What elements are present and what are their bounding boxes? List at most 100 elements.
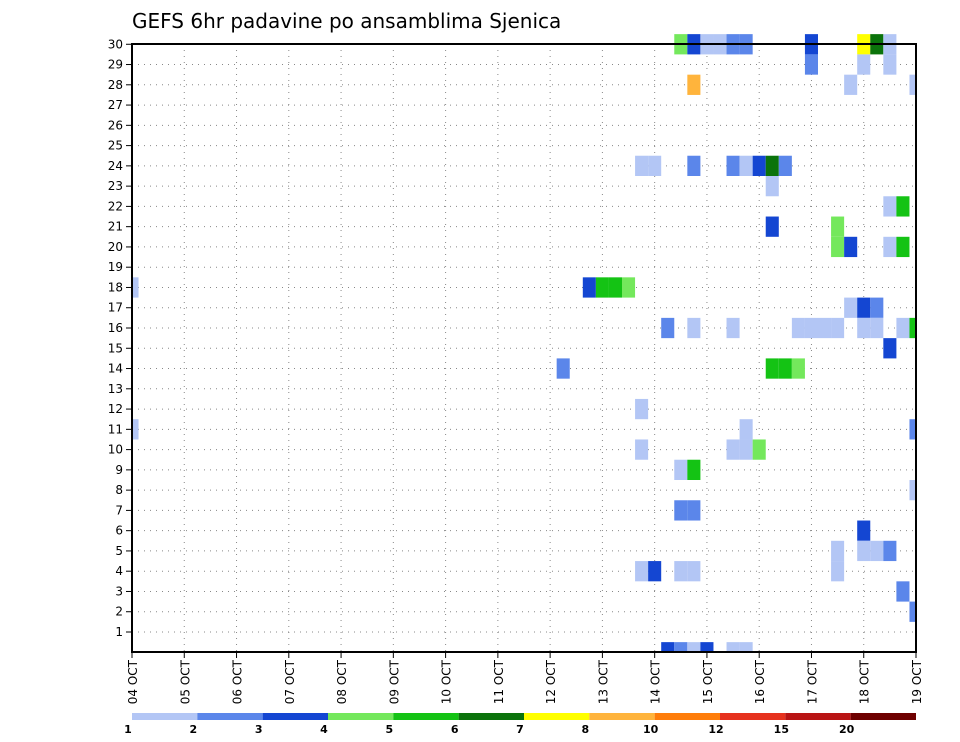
heatmap-cell <box>635 439 649 460</box>
x-tick-label: 16 OCT <box>753 659 767 704</box>
heatmap-cell <box>883 236 897 258</box>
heatmap-cell <box>687 500 701 521</box>
heatmap-cell <box>582 277 596 298</box>
heatmap-cell <box>831 317 845 339</box>
legend-swatch <box>197 713 263 720</box>
x-tick-label: 05 OCT <box>178 659 192 704</box>
heatmap-cell <box>739 439 753 460</box>
heatmap-cell <box>648 561 662 582</box>
y-tick-label: 10 <box>108 443 123 457</box>
legend-swatch <box>393 713 459 720</box>
x-tick-label: 15 OCT <box>701 659 715 704</box>
heatmap-cell <box>556 358 570 379</box>
legend-swatch <box>785 713 851 720</box>
heatmap-cell <box>778 358 792 379</box>
legend-label: 10 <box>643 723 659 736</box>
heatmap-cell <box>870 297 884 318</box>
x-tick-label: 04 OCT <box>126 659 140 704</box>
legend-label: 3 <box>255 723 263 736</box>
heatmap-cell <box>909 317 916 339</box>
heatmap-cell <box>831 540 845 562</box>
heatmap-cell <box>831 216 845 237</box>
heatmap-cell <box>909 74 916 95</box>
x-tick-label: 11 OCT <box>492 659 506 704</box>
legend-label: 4 <box>320 723 328 736</box>
y-tick-label: 27 <box>108 98 123 112</box>
heatmap-cell <box>831 236 845 258</box>
y-axis-ticks: 1234567891011121314151617181920212223242… <box>108 37 132 639</box>
color-legend: 1 2 3 4 5 6 7 8 10 12 15 20 <box>124 713 916 736</box>
heatmap-cell <box>687 74 701 95</box>
heatmap-cell <box>818 317 832 339</box>
heatmap-cell <box>739 419 753 440</box>
y-tick-label: 22 <box>108 199 123 213</box>
heatmap-cell <box>765 358 779 379</box>
heatmap-cell <box>896 236 910 258</box>
heatmap-cell <box>674 561 688 582</box>
heatmap-cell <box>870 317 884 339</box>
heatmap-cell <box>844 74 858 95</box>
heatmap-cell <box>687 642 701 652</box>
data-cells <box>132 34 916 652</box>
heatmap-cell <box>739 642 753 652</box>
legend-label: 15 <box>774 723 789 736</box>
y-tick-label: 16 <box>108 321 123 335</box>
heatmap-cell <box>752 439 766 460</box>
y-tick-label: 4 <box>115 564 123 578</box>
y-tick-label: 19 <box>108 260 123 274</box>
y-tick-label: 12 <box>108 402 123 416</box>
y-tick-label: 24 <box>108 159 123 173</box>
heatmap-cell <box>765 216 779 237</box>
legend-swatch <box>328 713 394 720</box>
y-tick-label: 28 <box>108 78 123 92</box>
heatmap-cell <box>635 155 649 176</box>
legend-swatch <box>720 713 786 720</box>
legend-swatch <box>132 713 198 720</box>
y-tick-label: 23 <box>108 179 123 193</box>
x-axis-ticks: 04 OCT 05 OCT 06 OCT 07 OCT 08 OCT 09 OCT 10 O… <box>126 652 924 704</box>
heatmap-cell <box>752 155 766 176</box>
heatmap-cell <box>804 317 818 339</box>
y-tick-label: 1 <box>115 625 123 639</box>
heatmap-cell <box>726 642 740 652</box>
heatmap-cell <box>687 155 701 176</box>
heatmap-cell <box>674 459 688 480</box>
heatmap-cell <box>726 317 740 339</box>
heatmap-cell <box>635 561 649 582</box>
y-tick-label: 2 <box>115 605 123 619</box>
y-tick-label: 11 <box>108 422 123 436</box>
y-tick-label: 13 <box>108 382 123 396</box>
x-tick-label: 08 OCT <box>335 659 349 704</box>
x-tick-label: 10 OCT <box>440 659 454 704</box>
legend-label: 12 <box>708 723 723 736</box>
heatmap-cell <box>791 317 805 339</box>
legend-swatch <box>850 713 916 720</box>
y-tick-label: 6 <box>115 524 123 538</box>
legend-label: 20 <box>839 723 855 736</box>
grid-lines <box>132 43 916 652</box>
heatmap-cell <box>700 642 714 652</box>
y-tick-label: 15 <box>108 341 123 355</box>
heatmap-cell <box>857 520 871 541</box>
legend-label: 8 <box>582 723 590 736</box>
heatmap-cell <box>687 317 701 339</box>
heatmap-cell <box>831 561 845 582</box>
heatmap-cell <box>896 581 910 602</box>
x-tick-label: 19 OCT <box>910 659 924 704</box>
heatmap-cell <box>726 439 740 460</box>
legend-label: 1 <box>124 723 132 736</box>
x-tick-label: 14 OCT <box>649 659 663 704</box>
heatmap-cell <box>687 459 701 480</box>
x-tick-label: 17 OCT <box>805 659 819 704</box>
y-tick-label: 29 <box>108 58 123 72</box>
y-tick-label: 8 <box>115 483 123 497</box>
heatmap-cell <box>739 155 753 176</box>
heatmap-cell <box>765 155 779 176</box>
y-tick-label: 26 <box>108 118 123 132</box>
heatmap-cell <box>909 419 916 440</box>
legend-swatch <box>589 713 655 720</box>
heatmap-cell <box>791 358 805 379</box>
y-tick-label: 5 <box>115 544 123 558</box>
heatmap-cell <box>661 317 675 339</box>
